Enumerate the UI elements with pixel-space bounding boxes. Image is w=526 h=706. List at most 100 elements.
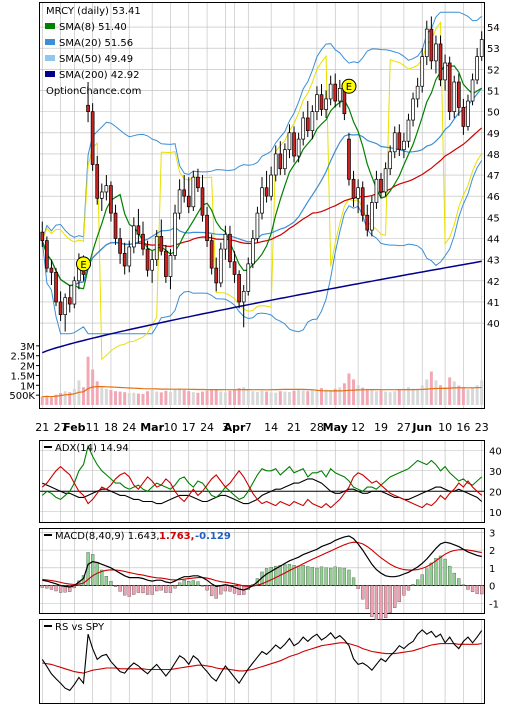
macd-axis-tick: 2 [489,546,495,557]
macd-histogram-bar [141,585,145,594]
candle [269,166,273,201]
macd-histogram-bar [319,566,324,586]
volume-bar [310,390,314,405]
candle-body [127,246,132,267]
volume-bar [384,391,388,405]
volume-bar [136,393,140,405]
candle-body [241,291,246,303]
earnings-marker-circle [341,78,357,94]
candle-body [40,231,45,241]
candle [209,234,214,275]
candle [58,291,63,321]
legend-label: SMA(20) 51.56 [59,38,133,49]
macd-histogram-bar [196,581,200,586]
legend-label: ADX(14) 14.94 [55,443,129,454]
volume-bar [178,388,182,405]
macd-histogram-bar [63,585,67,593]
candle [379,172,383,199]
candle [104,175,109,201]
macd-histogram-bar [54,585,58,592]
candle-body [104,185,109,193]
macd-histogram-bar [274,565,278,586]
adx-axis-tick: 10 [489,508,502,519]
candle-body [461,107,466,127]
volume-bar [425,379,429,405]
candle [49,259,54,286]
candle-body [269,174,273,197]
candle-body [447,62,452,112]
candle-body [255,212,260,239]
macd-histogram-bar [383,585,388,619]
plus-di-line [41,444,483,501]
volume-bar [283,391,287,405]
macd-histogram-bar [475,585,479,594]
volume-panel [40,356,484,405]
candle-body [95,164,100,199]
candle [452,75,457,118]
volume-bar [315,389,319,405]
macd-histogram-bar [200,585,205,587]
bollinger-upper-line [41,11,483,241]
candle-body [58,301,63,315]
candle-body [205,214,209,241]
price-legend-item: SMA(200) 42.92 [45,70,140,81]
macd-histogram-bar [415,579,420,586]
macd-histogram-bar [429,562,433,586]
macd-histogram-bar [132,585,136,595]
candle-body [406,119,411,142]
volume-bar [306,391,310,405]
macd-histogram-bar [374,585,379,620]
candle-body [466,100,470,127]
macd-histogram-bar [310,567,314,586]
legend-label: RS vs SPY [55,622,105,633]
candle [54,268,58,307]
adx-panel [40,444,484,509]
volume-bar [356,385,360,405]
candle [159,219,164,256]
candle [356,179,360,214]
candle-body [90,111,95,165]
candle-body [246,263,251,292]
volume-bar [114,391,118,405]
volume-bar [214,389,218,405]
volume-bar [228,390,232,405]
macd-histogram-bar [443,558,447,586]
macd-histogram-bar [187,581,191,586]
volume-bar [173,389,177,405]
candle-body [434,43,438,62]
candle [251,230,255,269]
candle [72,276,77,309]
volume-bar [127,393,131,405]
candle [228,225,232,269]
legend-swatch [45,55,55,61]
legend-label: 1.763, [159,531,194,542]
candle-body [136,225,141,235]
candle [131,217,136,254]
volume-bar [374,391,378,405]
price-axis-tick: 42 [487,277,500,288]
candle [246,257,251,296]
candle-body [209,240,214,269]
candle-body [232,261,237,275]
macd-histogram-bar [287,563,292,586]
candle [301,111,306,146]
earnings-marker: E [341,78,357,94]
candle [182,175,187,203]
candle [470,73,475,106]
volume-bar [246,390,250,405]
volume-bar [155,391,159,405]
candle-body [186,195,191,208]
volume-axis-tick: 1M [20,381,35,392]
legend-swatch [45,39,55,45]
volume-bar [86,356,90,405]
candle [232,251,237,283]
legend-swatch [45,23,55,29]
volume-bar [269,392,273,405]
candle-body [356,187,360,199]
candle-body [54,271,58,303]
candle-body [228,233,232,263]
candle [191,170,196,212]
adx-line [42,478,483,505]
candle-body [109,185,113,214]
macd-histogram-bar [145,585,150,595]
